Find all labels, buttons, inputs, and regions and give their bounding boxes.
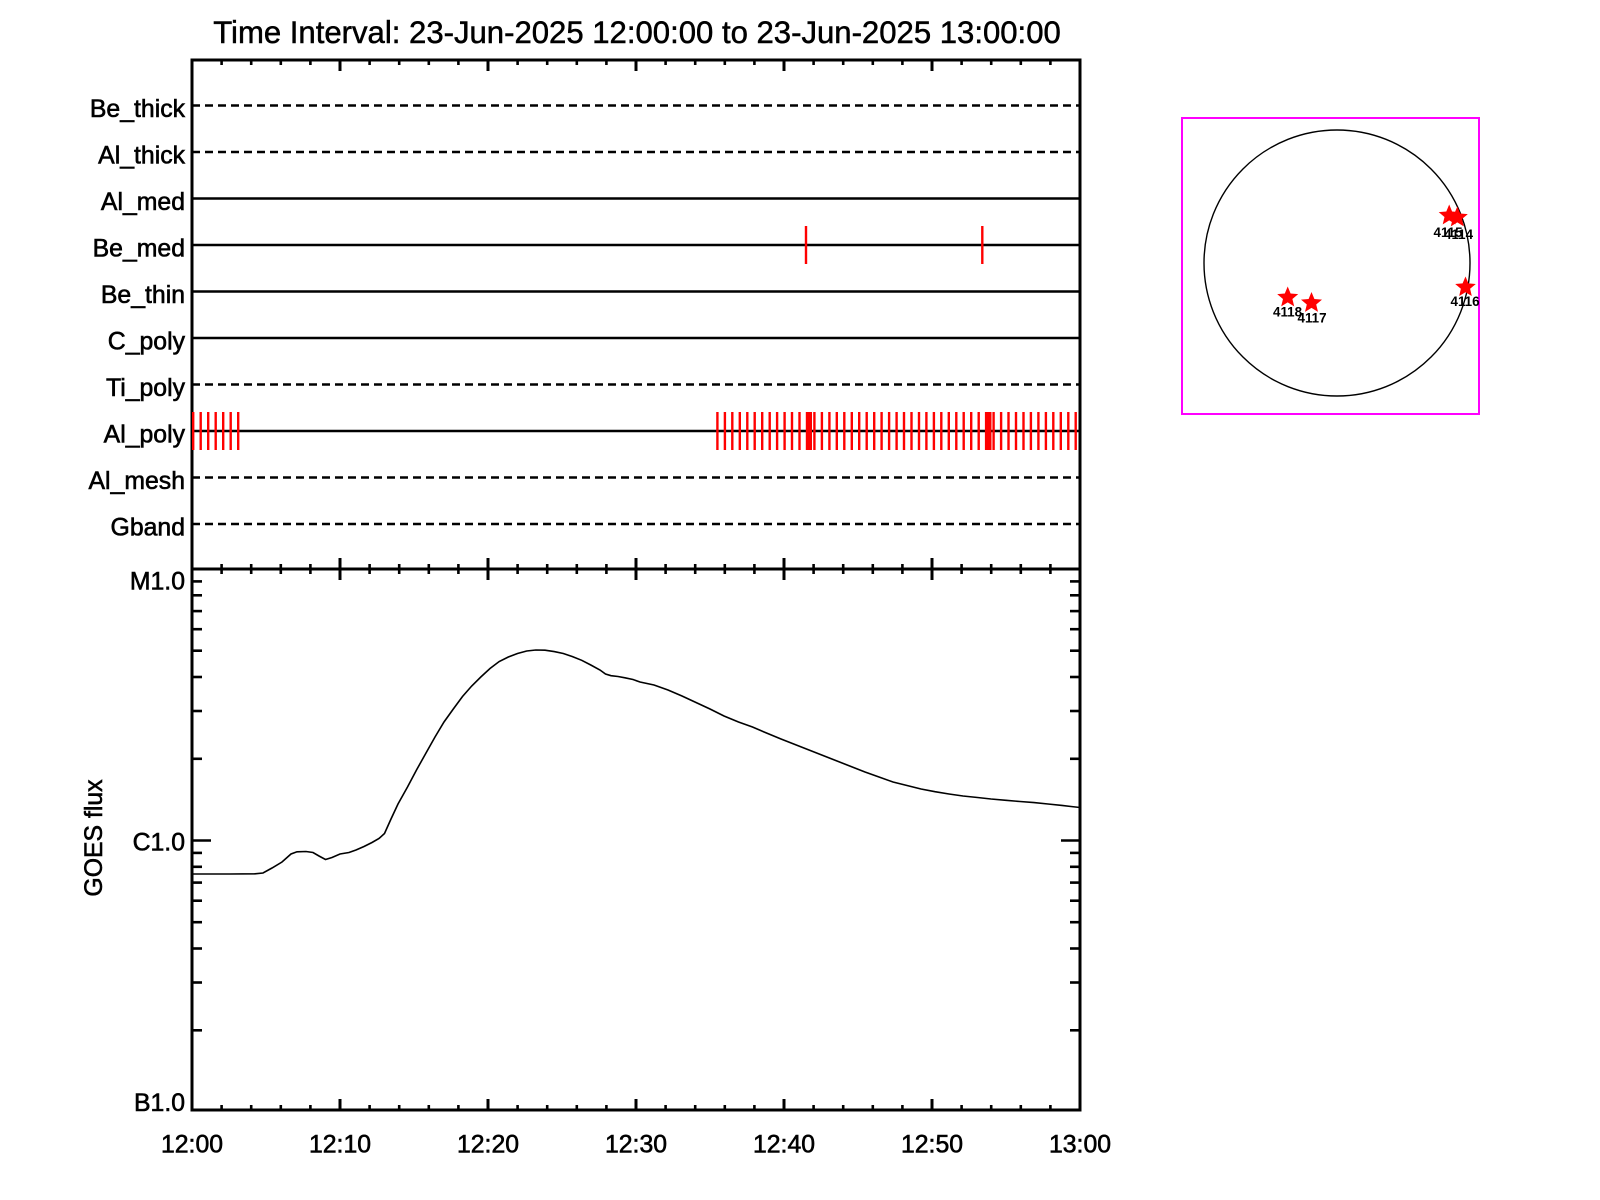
svg-text:Al_poly: Al_poly: [104, 422, 186, 449]
svg-text:Time Interval: 23-Jun-2025 12:: Time Interval: 23-Jun-2025 12:00:00 to 2…: [213, 15, 1061, 50]
svg-text:Ti_poly: Ti_poly: [106, 375, 186, 402]
svg-text:Gband: Gband: [111, 515, 185, 542]
svg-text:4116: 4116: [1451, 294, 1480, 309]
svg-text:12:00: 12:00: [161, 1132, 223, 1159]
svg-text:M1.0: M1.0: [130, 569, 185, 596]
svg-text:GOES flux: GOES flux: [81, 779, 108, 897]
svg-text:Al_mesh: Al_mesh: [89, 468, 185, 495]
svg-text:4114: 4114: [1444, 227, 1474, 242]
svg-text:4117: 4117: [1298, 311, 1327, 326]
svg-text:C_poly: C_poly: [108, 329, 186, 356]
svg-text:12:50: 12:50: [901, 1132, 963, 1159]
svg-text:Be_thin: Be_thin: [101, 282, 185, 309]
svg-text:4115: 4115: [1434, 225, 1464, 240]
svg-text:13:00: 13:00: [1049, 1132, 1111, 1159]
svg-text:Al_thick: Al_thick: [98, 143, 185, 170]
svg-text:12:30: 12:30: [605, 1132, 667, 1159]
svg-text:4118: 4118: [1273, 305, 1303, 320]
svg-text:Be_med: Be_med: [93, 236, 185, 263]
svg-text:B1.0: B1.0: [134, 1090, 185, 1117]
svg-text:12:20: 12:20: [457, 1132, 519, 1159]
svg-text:C1.0: C1.0: [133, 830, 185, 857]
svg-text:Be_thick: Be_thick: [90, 96, 186, 123]
svg-text:12:40: 12:40: [753, 1132, 815, 1159]
svg-text:12:10: 12:10: [309, 1132, 371, 1159]
svg-text:Al_med: Al_med: [101, 189, 185, 216]
